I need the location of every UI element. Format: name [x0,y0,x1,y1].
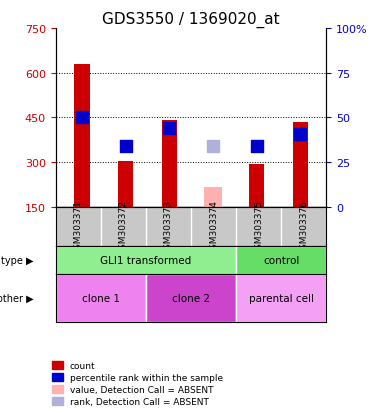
Text: GSM303376: GSM303376 [299,199,308,254]
Point [166,125,172,132]
Text: control: control [263,256,299,266]
Text: GSM303375: GSM303375 [254,199,263,254]
Bar [56,247,236,275]
Bar [204,188,222,207]
Bar [236,275,326,322]
Bar [74,64,89,207]
Text: GLI1 transformed: GLI1 transformed [100,256,191,266]
Bar [162,121,177,207]
Text: other ▶: other ▶ [0,293,34,304]
Point [79,115,85,121]
Legend: count, percentile rank within the sample, value, Detection Call = ABSENT, rank, : count, percentile rank within the sample… [49,358,226,408]
Text: clone 1: clone 1 [82,293,120,304]
Point [297,131,303,138]
Title: GDS3550 / 1369020_at: GDS3550 / 1369020_at [102,12,280,28]
Text: cell type ▶: cell type ▶ [0,256,34,266]
Point [254,143,260,150]
Bar [146,275,236,322]
Text: clone 2: clone 2 [172,293,210,304]
Text: GSM303371: GSM303371 [74,199,83,254]
Point [122,143,128,150]
Text: GSM303372: GSM303372 [119,199,128,254]
Bar [118,161,133,207]
Bar [236,247,326,275]
Text: GSM303373: GSM303373 [164,199,173,254]
Bar [249,164,264,207]
Bar [293,123,308,207]
Text: parental cell: parental cell [249,293,314,304]
Bar [56,275,146,322]
Point [210,143,216,150]
Text: GSM303374: GSM303374 [209,199,218,254]
